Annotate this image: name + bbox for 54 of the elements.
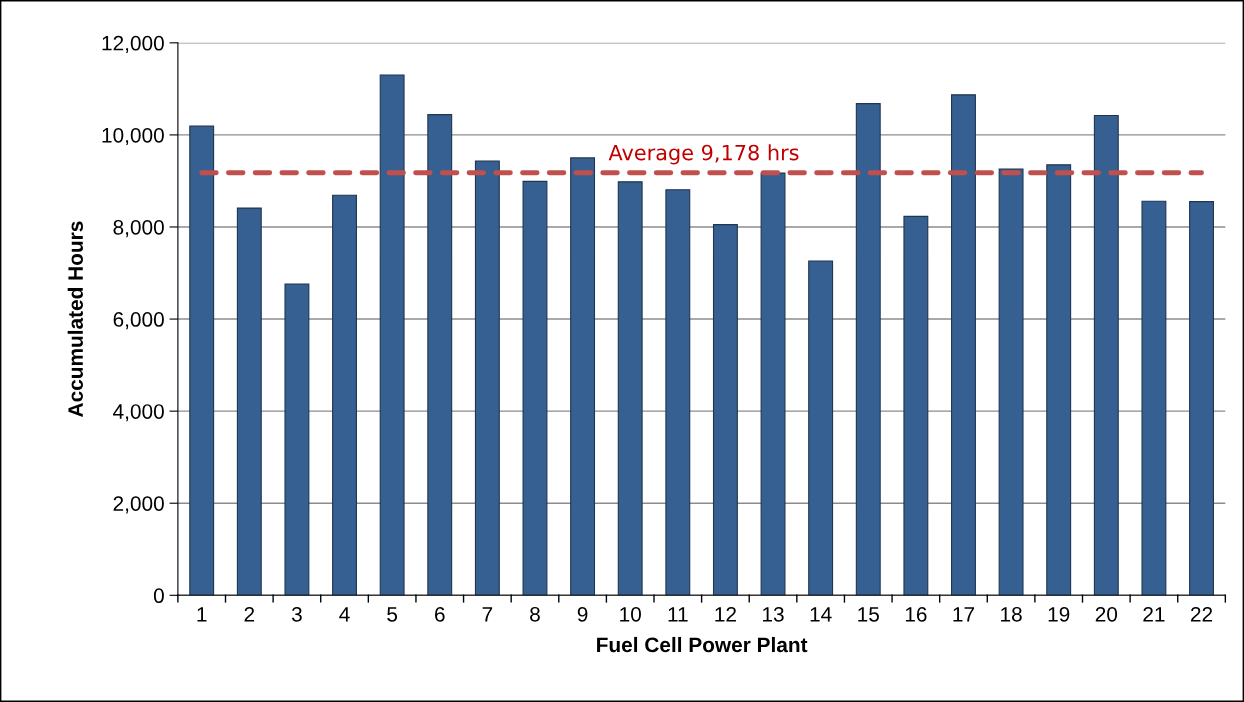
bar [284,283,310,596]
x-tick-label: 5 [387,607,398,622]
bar [1189,201,1214,596]
x-tick-label: 20 [1095,606,1118,622]
bar [427,114,453,596]
x-tick-label: 1 [197,607,207,622]
x-axis-title: Fuel Cell Power Plant [597,636,808,653]
x-tick-label: 3 [291,606,302,622]
y-axis-title: Accumulated Hours [67,221,83,417]
x-tick-label: 8 [530,606,540,622]
x-tick-label: 18 [1001,606,1022,622]
y-tick-label: 0 [153,588,164,604]
bar [236,207,262,596]
x-tick-label: 7 [482,607,493,622]
y-tick-label: 8,000 [113,219,164,238]
ref-line-label: Average 9,178 hrs [608,144,799,165]
x-tick-label: 12 [715,606,736,622]
bar [189,125,215,596]
x-tick-label: 9 [577,606,588,622]
bar [1093,115,1119,596]
bar [570,157,596,596]
bar [1141,200,1167,596]
x-tick-label: 4 [339,607,350,622]
bar [332,194,357,596]
x-tick-label: 14 [810,607,832,622]
x-tick-label: 17 [953,607,975,622]
x-tick-label: 22 [1191,606,1213,622]
bar [855,103,881,596]
y-tick-label: 10,000 [102,127,164,146]
bar [760,172,786,596]
bar [951,94,976,596]
bar [903,215,929,596]
bar [474,160,500,596]
bar [379,74,405,596]
x-tick-label: 13 [763,606,784,622]
x-tick-label: 10 [620,606,641,622]
x-tick-label: 19 [1048,606,1070,622]
bar [665,189,691,596]
bar [998,168,1024,596]
x-tick-label: 2 [244,606,255,622]
y-tick-label: 6,000 [113,312,164,330]
x-tick-label: 15 [858,607,879,622]
bar [808,260,834,596]
bar [712,224,738,596]
y-tick-label: 2,000 [113,496,164,514]
bar [522,180,548,596]
x-tick-label: 16 [905,606,927,622]
x-tick-label: 11 [668,607,688,622]
y-tick-label: 12,000 [102,35,164,54]
x-tick-label: 21 [1143,606,1165,622]
bar [617,181,643,596]
y-tick-label: 4,000 [113,404,164,422]
x-tick-label: 6 [435,606,445,622]
bar [1046,164,1072,596]
